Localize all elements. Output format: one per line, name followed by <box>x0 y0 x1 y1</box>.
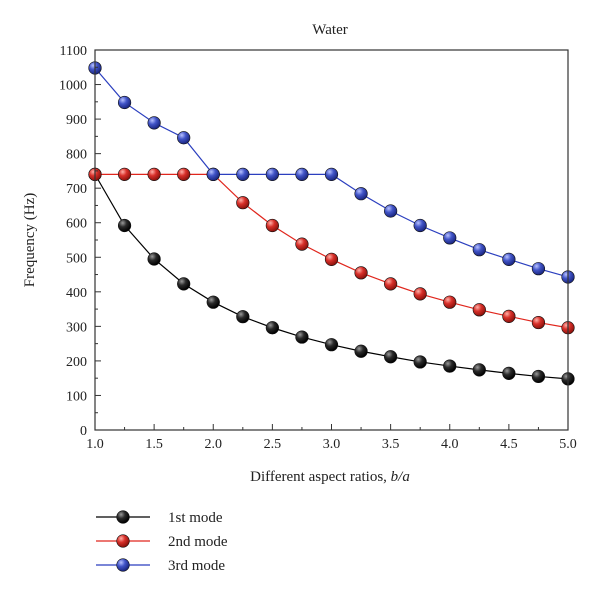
data-point-3rd-mode <box>147 116 161 130</box>
data-point-3rd-mode <box>413 218 427 233</box>
data-point-3rd-mode <box>295 167 309 181</box>
y-tick-label: 100 <box>66 389 87 404</box>
data-point-1st-mode <box>147 252 161 266</box>
data-point-3rd-mode <box>472 243 486 257</box>
y-tick-label: 700 <box>66 182 87 197</box>
series-line-2nd-mode <box>95 173 569 329</box>
data-point-1st-mode <box>295 330 309 344</box>
legend-marker <box>116 534 130 548</box>
data-point-1st-mode <box>354 344 368 358</box>
legend-marker <box>116 510 130 524</box>
data-point-3rd-mode <box>354 187 368 201</box>
data-point-3rd-mode <box>206 167 220 181</box>
data-point-3rd-mode <box>443 231 457 245</box>
data-point-1st-mode <box>177 277 191 291</box>
x-tick-label: 4.5 <box>500 437 518 452</box>
x-tick-label: 2.5 <box>264 437 282 452</box>
legend-label: 3rd mode <box>168 558 225 574</box>
data-point-1st-mode <box>502 366 516 380</box>
data-point-2nd-mode <box>147 167 161 181</box>
data-point-1st-mode <box>472 363 486 377</box>
y-tick-label: 1000 <box>59 79 87 94</box>
x-tick-label: 1.5 <box>145 437 163 452</box>
data-point-2nd-mode <box>384 277 398 291</box>
series-1st-mode <box>88 167 575 386</box>
x-tick-label: 5.0 <box>559 437 577 452</box>
data-point-3rd-mode <box>502 252 516 266</box>
data-point-2nd-mode <box>443 295 457 309</box>
y-tick-label: 200 <box>66 355 87 370</box>
data-point-1st-mode <box>384 350 398 364</box>
data-point-2nd-mode <box>472 303 486 317</box>
y-tick-label: 600 <box>66 217 87 232</box>
y-axis-label-group: Frequency (Hz) <box>22 193 38 288</box>
data-point-1st-mode <box>413 355 427 369</box>
legend: 1st mode 2nd mode 3rd mode <box>96 510 228 574</box>
series-3rd-mode <box>88 61 575 284</box>
data-point-3rd-mode <box>117 95 132 110</box>
x-tick-label: 2.0 <box>205 437 223 452</box>
data-point-1st-mode <box>236 310 250 324</box>
ticks-layer: 1.0 1.5 2.0 2.5 3.0 3.5 4.0 4.5 5.0 0 100 200 300 400… <box>59 44 577 452</box>
y-tick-label: 900 <box>66 113 87 128</box>
x-tick-label: 1.0 <box>86 437 104 452</box>
data-point-3rd-mode <box>384 204 398 218</box>
data-point-1st-mode <box>117 218 132 233</box>
x-axis-label-italic: b/a <box>391 469 410 485</box>
data-point-2nd-mode <box>117 167 132 181</box>
data-point-3rd-mode <box>531 262 546 276</box>
data-point-1st-mode <box>206 295 220 309</box>
y-axis-label: Frequency (Hz) <box>22 193 38 288</box>
series-layer <box>88 61 575 386</box>
plot-frame <box>94 49 569 431</box>
y-tick-label: 1100 <box>60 44 87 59</box>
data-point-3rd-mode <box>177 131 191 145</box>
y-tick-label: 0 <box>80 424 87 439</box>
chart-title: Water <box>312 22 347 38</box>
data-point-1st-mode <box>531 369 546 384</box>
x-axis-label: Different aspect ratios, b/a <box>250 469 410 485</box>
series-2nd-mode <box>88 167 575 335</box>
legend-label: 1st mode <box>168 510 223 526</box>
data-point-2nd-mode <box>324 252 339 266</box>
data-point-3rd-mode <box>324 167 339 181</box>
y-tick-label: 500 <box>66 251 87 266</box>
data-point-1st-mode <box>324 338 339 352</box>
y-tick-label: 800 <box>66 148 87 163</box>
data-point-3rd-mode <box>236 167 250 181</box>
data-point-2nd-mode <box>265 218 279 233</box>
legend-item-3rd-mode: 3rd mode <box>96 558 225 574</box>
x-axis-label-text: Different aspect ratios, <box>250 469 391 485</box>
legend-item-2nd-mode: 2nd mode <box>96 534 228 550</box>
data-point-2nd-mode <box>531 315 546 330</box>
x-tick-label: 3.5 <box>382 437 400 452</box>
data-point-2nd-mode <box>295 237 309 251</box>
legend-item-1st-mode: 1st mode <box>96 510 223 526</box>
legend-label: 2nd mode <box>168 534 228 550</box>
data-point-2nd-mode <box>177 167 191 181</box>
legend-marker <box>116 558 130 572</box>
data-point-2nd-mode <box>413 287 427 301</box>
data-point-1st-mode <box>265 321 279 335</box>
data-point-2nd-mode <box>236 196 250 210</box>
data-point-3rd-mode <box>265 167 279 181</box>
data-point-2nd-mode <box>502 309 516 323</box>
data-point-1st-mode <box>443 359 457 373</box>
y-tick-label: 400 <box>66 286 87 301</box>
x-tick-label: 3.0 <box>323 437 341 452</box>
x-tick-label: 4.0 <box>441 437 459 452</box>
data-point-2nd-mode <box>354 266 368 280</box>
y-tick-label: 300 <box>66 320 87 335</box>
